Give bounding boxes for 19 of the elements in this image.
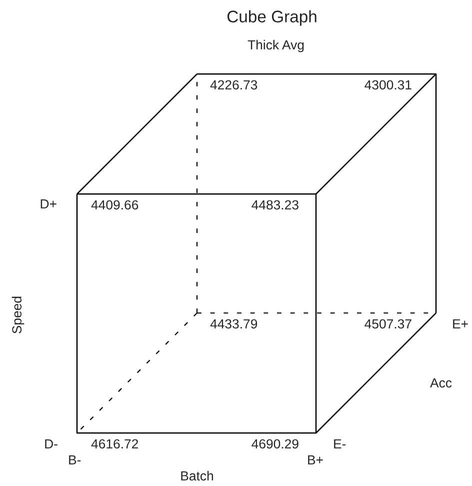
text: D+ — [40, 199, 56, 208]
text: B- — [69, 455, 81, 464]
text: D- — [45, 439, 58, 448]
text: Batch — [181, 470, 214, 481]
data-label: 4690.29 — [252, 439, 298, 449]
data-label: 4616.72 — [91, 439, 138, 449]
data-label: 4483.23 — [252, 200, 298, 210]
text: B+ — [308, 455, 323, 464]
data-label: 4507.37 — [364, 319, 412, 329]
text: Cube Graph — [227, 10, 316, 26]
data-label: 4433.79 — [210, 319, 258, 329]
text: E- — [334, 439, 346, 448]
text: Speed — [12, 296, 24, 334]
data-label: 4300.31 — [364, 80, 412, 90]
data-label: 4409.66 — [91, 200, 138, 210]
text: Acc — [430, 378, 452, 388]
text: Thick Avg — [248, 40, 304, 52]
text: E+ — [453, 319, 468, 328]
data-label: 4226.73 — [210, 80, 258, 90]
